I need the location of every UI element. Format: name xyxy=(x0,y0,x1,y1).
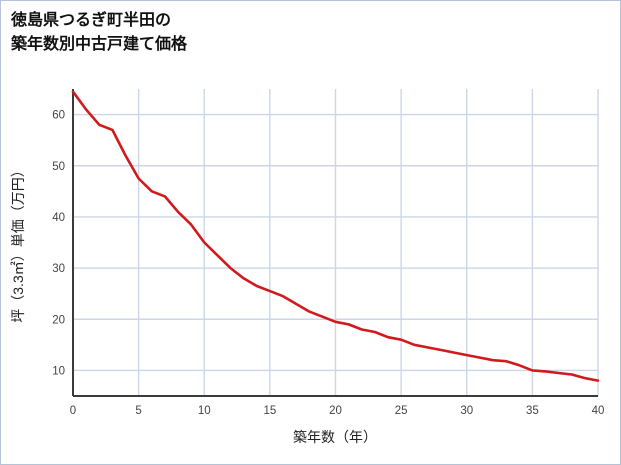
y-tick-label: 10 xyxy=(52,365,65,377)
axis-layer xyxy=(72,89,598,397)
x-tick-label: 30 xyxy=(460,405,473,417)
x-tick-label: 10 xyxy=(198,405,211,417)
price-line xyxy=(71,90,600,382)
series-layer xyxy=(71,90,600,382)
x-tick-label: 35 xyxy=(526,405,539,417)
y-axis-label: 坪（3.3㎡）単価（万円） xyxy=(10,163,26,322)
y-tick-label: 60 xyxy=(52,110,65,122)
x-tick-label: 40 xyxy=(592,405,605,417)
y-tick-label: 40 xyxy=(52,212,65,224)
grid-layer xyxy=(73,89,599,396)
page-title: 徳島県つるぎ町半田の 築年数別中古戸建て価格 xyxy=(11,12,188,53)
x-tick-label: 25 xyxy=(395,405,408,417)
y-tick-label: 30 xyxy=(52,263,65,275)
x-axis-label: 築年数（年） xyxy=(293,429,377,445)
x-tick-label: 5 xyxy=(135,405,141,417)
x-tick-label: 0 xyxy=(70,405,76,417)
y-tick-label: 50 xyxy=(52,161,65,173)
x-tick-label: 15 xyxy=(263,405,276,417)
x-tick-label: 20 xyxy=(329,405,342,417)
tick-layer: 0 5 10 15 20 25 30 35 40 10 20 30 40 50 60 xyxy=(52,110,604,417)
y-tick-label: 20 xyxy=(52,314,65,326)
